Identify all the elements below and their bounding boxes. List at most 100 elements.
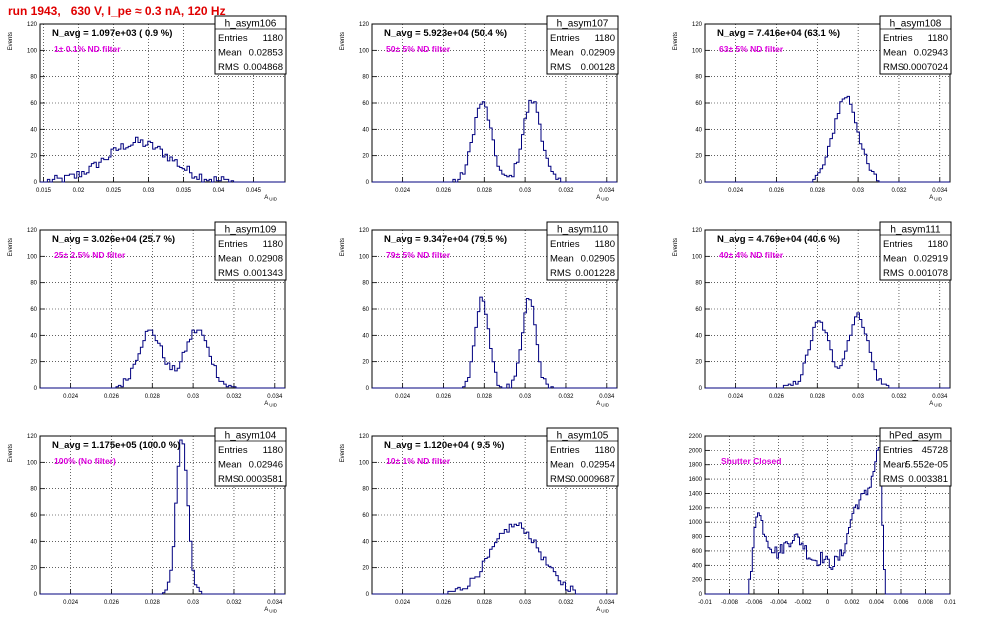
y-axis-label: Events xyxy=(673,238,679,256)
navg-label: N_avg = 5.923e+04 (50.4 %) xyxy=(384,28,507,39)
x-tick-label: 0.01 xyxy=(944,600,956,606)
x-tick-label: 0.002 xyxy=(844,600,860,606)
y-tick-label: 60 xyxy=(695,101,702,107)
stats-box xyxy=(546,15,619,75)
x-tick-label: -0.002 xyxy=(794,600,812,606)
stats-value-rms: 0.0003581 xyxy=(238,474,283,485)
x-tick-label: 0.032 xyxy=(891,394,907,400)
x-tick-label: 0.045 xyxy=(246,188,262,194)
histogram-name: h_asym110 xyxy=(557,225,608,236)
x-tick-label: 0.024 xyxy=(395,600,411,606)
navg-label: N_avg = 1.120e+04 ( 9.5 %) xyxy=(384,440,504,451)
y-tick-label: 80 xyxy=(30,75,37,81)
filter-note: 40± 4% ND filter xyxy=(719,250,784,260)
y-tick-label: 60 xyxy=(30,101,37,107)
histogram-panel-h_asym107: 0.024 0.026 0.028 0.03 0.032 0.034 0 20 40 60 80 10… xyxy=(340,15,619,202)
y-tick-label: 800 xyxy=(692,535,703,541)
x-tick-label: 0.026 xyxy=(769,188,785,194)
y-tick-label: 20 xyxy=(362,566,369,572)
histogram-panel-h_asym111: 0.024 0.026 0.028 0.03 0.032 0.034 0 20 40 60 80 10… xyxy=(673,221,952,408)
x-tick-label: 0.015 xyxy=(36,188,52,194)
stats-value-mean: 0.02908 xyxy=(249,254,283,265)
histogram-line xyxy=(372,99,617,183)
x-tick-label: 0.034 xyxy=(599,394,615,400)
x-tick-label: -0.008 xyxy=(721,600,739,606)
y-axis-label: Events xyxy=(340,238,346,256)
y-tick-label: 40 xyxy=(30,333,37,339)
filter-note: 10± 1% ND filter xyxy=(386,456,451,466)
y-tick-label: 80 xyxy=(362,281,369,287)
histogram-name: h_asym108 xyxy=(890,19,942,30)
x-tick-label: 0.02 xyxy=(73,188,85,194)
y-tick-label: 0 xyxy=(366,180,370,186)
histogram-panel-h_asym106: 0.015 0.02 0.025 0.03 0.035 0.04 0.045 0 20 40 60 8… xyxy=(8,15,287,202)
stats-value-mean: 0.02919 xyxy=(914,254,948,265)
stats-label-mean: Mean xyxy=(883,254,907,265)
histogram-line xyxy=(372,296,617,389)
stats-box xyxy=(214,221,287,281)
stats-value-mean: 0.02909 xyxy=(581,48,615,59)
x-tick-label: 0.032 xyxy=(226,600,242,606)
y-tick-label: 80 xyxy=(695,281,702,287)
x-tick-label: 0.03 xyxy=(519,600,531,606)
stats-value-rms: 0.001078 xyxy=(908,268,948,279)
x-tick-label: 0.024 xyxy=(63,394,79,400)
x-tick-label: 0.026 xyxy=(436,600,452,606)
stats-label-entries: Entries xyxy=(550,33,580,44)
stats-label-mean: Mean xyxy=(550,460,574,471)
stats-value-entries: 1180 xyxy=(928,239,948,250)
histogram-line xyxy=(40,136,285,183)
stats-label-entries: Entries xyxy=(218,33,248,44)
stats-value-mean: 0.02853 xyxy=(249,48,283,59)
stats-value-mean: 5.552e-05 xyxy=(905,460,948,471)
y-tick-label: 60 xyxy=(30,307,37,313)
x-axis-label: AUID xyxy=(929,401,943,408)
x-tick-label: 0.024 xyxy=(63,600,79,606)
y-tick-label: 40 xyxy=(30,539,37,545)
x-tick-label: 0.04 xyxy=(213,188,225,194)
filter-note: 25± 2.5% ND filter xyxy=(54,250,126,260)
x-tick-label: 0.024 xyxy=(395,394,411,400)
stats-label-rms: RMS xyxy=(218,62,239,73)
filter-note: 63± 5% ND filter xyxy=(719,44,784,54)
y-tick-label: 1000 xyxy=(689,520,703,526)
stats-label-rms: RMS xyxy=(883,268,904,279)
x-tick-label: 0.034 xyxy=(932,394,948,400)
stats-value-entries: 45728 xyxy=(922,445,948,456)
y-tick-label: 80 xyxy=(30,281,37,287)
stats-box xyxy=(879,427,952,487)
x-tick-label: 0 xyxy=(826,600,830,606)
filter-note: Shutter Closed xyxy=(721,456,781,466)
x-tick-label: 0.025 xyxy=(106,188,122,194)
filter-note: 100% (No filter) xyxy=(54,456,116,466)
y-tick-label: 0 xyxy=(699,386,703,392)
y-tick-label: 60 xyxy=(30,513,37,519)
stats-label-entries: Entries xyxy=(550,239,580,250)
y-tick-label: 400 xyxy=(692,563,703,569)
x-tick-label: 0.028 xyxy=(810,394,826,400)
y-tick-label: 1400 xyxy=(689,491,703,497)
y-axis-label: Events xyxy=(340,32,346,50)
y-tick-label: 20 xyxy=(30,154,37,160)
stats-label-rms: RMS xyxy=(218,474,239,485)
x-tick-label: 0.024 xyxy=(728,188,744,194)
y-tick-label: 120 xyxy=(692,22,703,28)
y-tick-label: 40 xyxy=(362,333,369,339)
stats-value-entries: 1180 xyxy=(263,445,283,456)
x-tick-label: 0.032 xyxy=(226,394,242,400)
y-tick-label: 120 xyxy=(27,22,38,28)
y-tick-label: 120 xyxy=(27,434,38,440)
x-tick-label: 0.026 xyxy=(104,394,120,400)
x-tick-label: 0.034 xyxy=(599,600,615,606)
y-tick-label: 40 xyxy=(30,127,37,133)
y-tick-label: 20 xyxy=(695,154,702,160)
x-tick-label: 0.028 xyxy=(810,188,826,194)
y-tick-label: 0 xyxy=(34,386,38,392)
y-tick-label: 100 xyxy=(692,48,703,54)
y-tick-label: 20 xyxy=(362,154,369,160)
filter-note: 1± 0.1% ND filter xyxy=(54,44,121,54)
stats-label-mean: Mean xyxy=(218,48,242,59)
stats-label-rms: RMS xyxy=(883,62,904,73)
y-tick-label: 0 xyxy=(366,386,370,392)
stats-value-rms: 0.0007024 xyxy=(903,62,948,73)
